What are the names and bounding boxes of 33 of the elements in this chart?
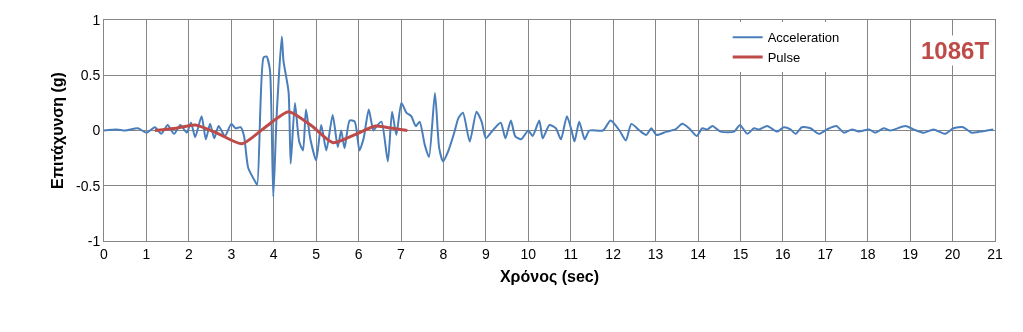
legend-label: Acceleration [767,30,840,46]
y-tick-label: 0 [92,122,101,139]
x-tick-label: 2 [184,245,193,262]
x-tick-label: 21 [987,245,1003,262]
y-axis-title: Επιτάχυνση (g) [48,72,66,189]
y-tick-label: -1 [87,232,101,249]
x-tick-label: 16 [775,245,791,262]
x-tick-label: 20 [944,245,961,262]
x-tick-label: 11 [563,245,579,262]
x-tick-label: 7 [397,245,406,262]
legend-label: Pulse [767,50,801,66]
x-tick-label: 14 [690,245,706,262]
x-tick-label: 12 [605,245,622,262]
line-series [153,110,409,146]
y-tick-label: 0.5 [80,67,101,84]
x-axis-title: Χρόνος (sec) [499,268,600,287]
x-tick-label: 8 [439,245,448,262]
x-tick-label: 5 [312,245,321,262]
y-tick-label: -0.5 [76,177,101,194]
x-tick-label: 19 [902,245,919,262]
x-tick-label: 13 [647,245,664,262]
x-tick-label: 4 [269,245,278,262]
x-tick-label: 18 [859,245,876,262]
annotation: 1086T [921,37,990,64]
y-tick-label: 1 [92,11,101,28]
x-tick-label: 6 [354,245,363,262]
x-tick-label: 10 [520,245,537,262]
x-tick-label: 15 [732,245,749,262]
x-tick-label: 17 [817,245,834,262]
x-tick-label: 3 [227,245,236,262]
line-series [104,35,995,198]
x-tick-label: 9 [481,245,490,262]
x-tick-label: 1 [142,245,151,262]
